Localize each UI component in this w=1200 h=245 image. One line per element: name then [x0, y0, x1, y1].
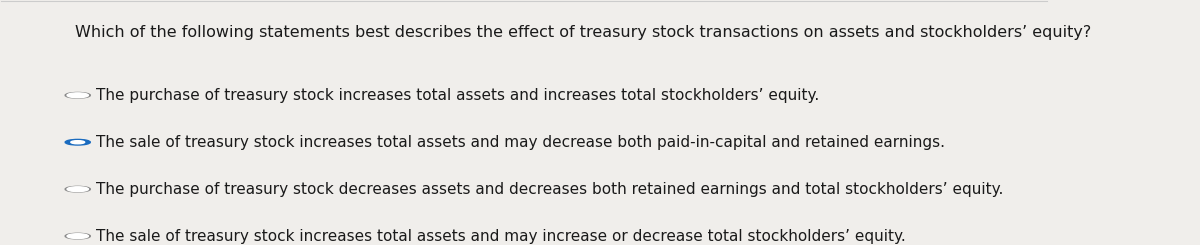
Circle shape: [65, 186, 90, 192]
Text: The purchase of treasury stock increases total assets and increases total stockh: The purchase of treasury stock increases…: [96, 88, 818, 103]
Text: The sale of treasury stock increases total assets and may decrease both paid-in-: The sale of treasury stock increases tot…: [96, 135, 944, 150]
Circle shape: [71, 141, 85, 144]
Circle shape: [65, 92, 90, 98]
Circle shape: [67, 234, 89, 238]
Circle shape: [67, 187, 89, 192]
Circle shape: [65, 233, 90, 239]
Circle shape: [67, 93, 89, 98]
Text: The purchase of treasury stock decreases assets and decreases both retained earn: The purchase of treasury stock decreases…: [96, 182, 1003, 197]
Circle shape: [65, 139, 90, 145]
Text: The sale of treasury stock increases total assets and may increase or decrease t: The sale of treasury stock increases tot…: [96, 229, 905, 244]
Text: Which of the following statements best describes the effect of treasury stock tr: Which of the following statements best d…: [74, 25, 1091, 40]
